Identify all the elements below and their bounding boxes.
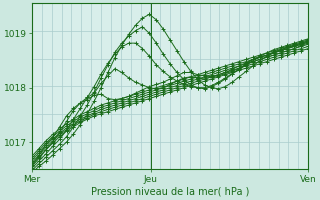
X-axis label: Pression niveau de la mer( hPa ): Pression niveau de la mer( hPa ) <box>91 187 249 197</box>
